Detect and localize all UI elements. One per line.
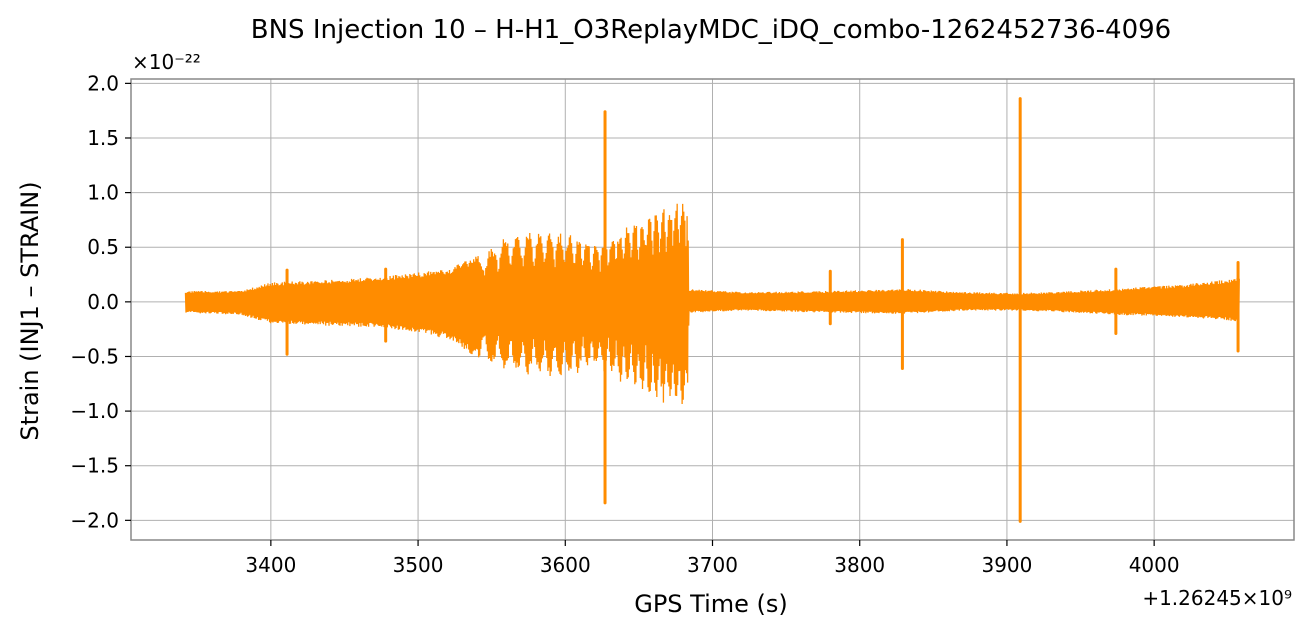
x-tick-label: 3600 — [540, 553, 591, 577]
x-axis-label: GPS Time (s) — [634, 590, 788, 618]
y-tick-label: 0.0 — [87, 290, 119, 314]
chart-title: BNS Injection 10 – H-H1_O3ReplayMDC_iDQ_… — [251, 15, 1171, 45]
x-tick-label: 3400 — [245, 553, 296, 577]
x-axis-ticks: 3400 3500 3600 3700 3800 3900 4000 — [245, 540, 1180, 577]
y-axis-ticks: −2.0 −1.5 −1.0 −0.5 0.0 0.5 1.0 1.5 2.0 — [70, 71, 131, 532]
y-tick-label: −0.5 — [70, 344, 119, 368]
x-axis-offset-label: +1.26245×10⁹ — [1142, 586, 1292, 610]
plot-area — [184, 97, 1240, 523]
y-axis-scale-label: ×10⁻²² — [132, 50, 201, 74]
y-tick-label: 1.5 — [87, 126, 119, 150]
y-tick-label: 0.5 — [87, 235, 119, 259]
x-tick-label: 4000 — [1129, 553, 1180, 577]
y-tick-label: 2.0 — [87, 71, 119, 95]
x-tick-label: 3700 — [687, 553, 738, 577]
x-tick-label: 3900 — [981, 553, 1032, 577]
x-tick-label: 3800 — [834, 553, 885, 577]
y-axis-label: Strain (INJ1 – STRAIN) — [16, 181, 44, 440]
y-tick-label: −2.0 — [70, 508, 119, 532]
x-tick-label: 3500 — [393, 553, 444, 577]
y-tick-label: 1.0 — [87, 181, 119, 205]
y-tick-label: −1.5 — [70, 454, 119, 478]
spike-layer — [285, 97, 1240, 523]
y-tick-label: −1.0 — [70, 399, 119, 423]
strain-series-line — [184, 203, 1240, 405]
